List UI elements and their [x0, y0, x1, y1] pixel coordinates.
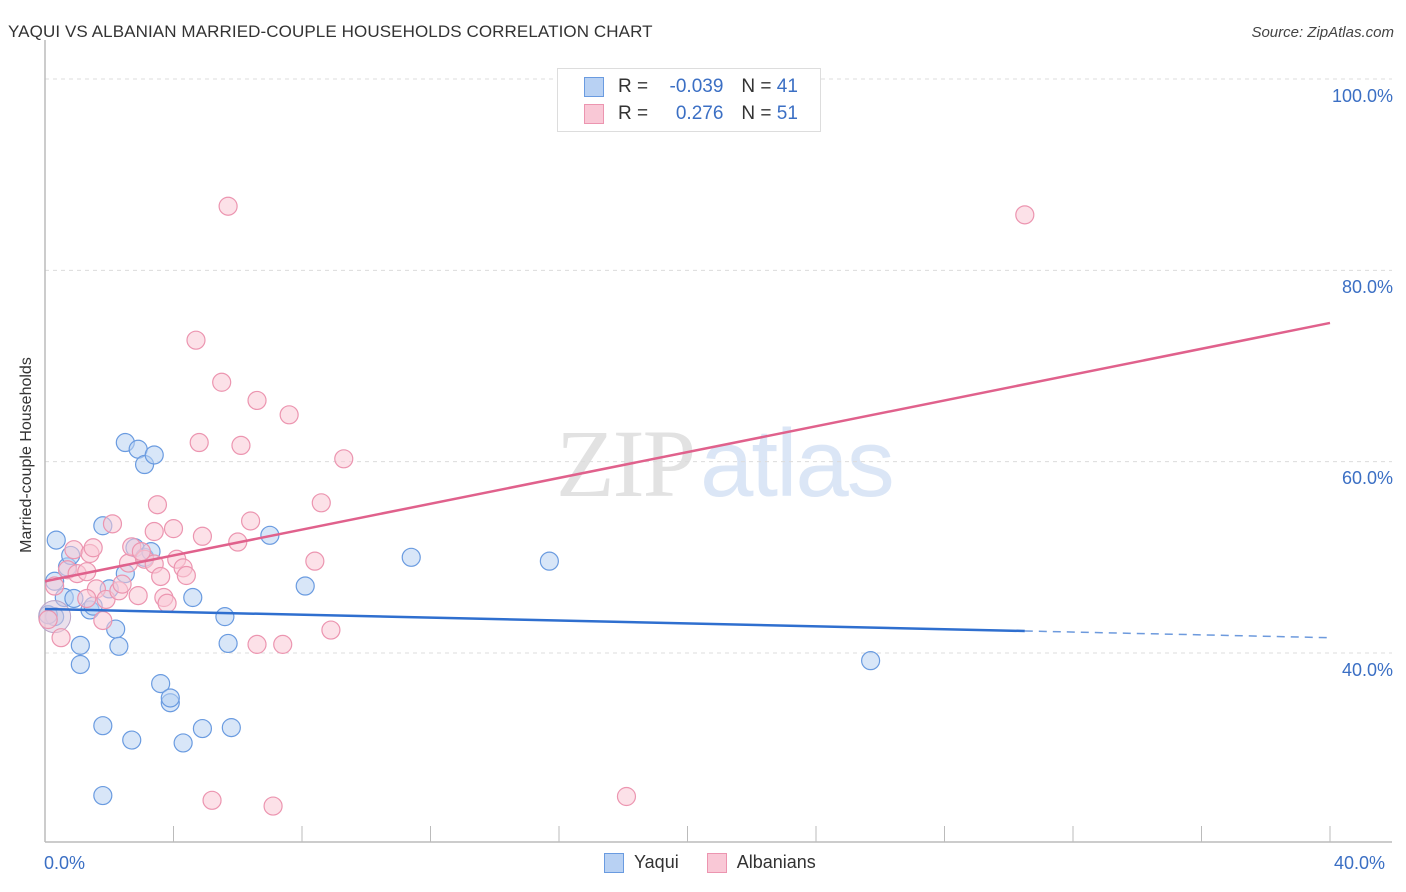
data-point[interactable] [189, 432, 209, 453]
albanian-points [38, 196, 1035, 816]
data-point[interactable] [144, 445, 164, 465]
x-tick-40: 40.0% [1334, 853, 1386, 873]
r-label: R = [618, 76, 649, 97]
r-value-yaqui: -0.039 [669, 76, 724, 97]
n-value-albanians: 51 [776, 103, 798, 124]
data-point[interactable] [401, 547, 421, 567]
data-point[interactable] [247, 390, 267, 411]
zipatlas-watermark: ZIPatlas [556, 408, 895, 519]
data-point[interactable] [131, 541, 151, 562]
albanian-trend-line [44, 321, 1331, 583]
data-point[interactable] [163, 519, 184, 539]
n-label: N = [741, 76, 772, 97]
r-value-albanians: 0.276 [675, 103, 724, 124]
data-point[interactable] [279, 405, 299, 425]
albanian-swatch-icon [584, 104, 604, 124]
yaqui-swatch-icon [584, 77, 604, 97]
data-point[interactable] [241, 511, 261, 531]
data-point[interactable] [305, 551, 325, 571]
data-point[interactable] [202, 790, 222, 810]
data-point[interactable] [93, 785, 113, 806]
data-point[interactable] [83, 538, 103, 558]
data-point[interactable] [295, 576, 315, 596]
data-point[interactable] [173, 733, 193, 753]
series-legend: Yaqui Albanians [604, 852, 844, 873]
legend-label-albanians: Albanians [736, 852, 816, 872]
axes [44, 40, 1392, 843]
x-tick-0: 0.0% [44, 853, 86, 873]
data-point[interactable] [192, 718, 213, 739]
data-point[interactable] [122, 730, 142, 750]
n-label: N = [741, 103, 772, 124]
r-label: R = [618, 103, 649, 124]
data-point[interactable] [151, 674, 171, 694]
data-point[interactable] [321, 620, 341, 640]
data-point[interactable] [247, 634, 267, 654]
data-point[interactable] [77, 588, 97, 609]
data-point[interactable] [212, 372, 232, 392]
data-point[interactable] [861, 651, 881, 671]
data-point[interactable] [157, 593, 177, 613]
data-point[interactable] [45, 576, 65, 596]
data-point[interactable] [273, 634, 293, 654]
data-point[interactable] [183, 587, 203, 608]
data-point[interactable] [144, 521, 164, 542]
data-point[interactable] [186, 330, 206, 350]
correlation-legend: R = -0.039 N = 41 R = 0.276 N = 51 [557, 68, 821, 132]
data-point[interactable] [616, 786, 637, 807]
data-point[interactable] [109, 636, 129, 656]
data-point[interactable] [51, 628, 71, 648]
data-point[interactable] [176, 565, 196, 586]
data-point[interactable] [263, 796, 283, 816]
data-point[interactable] [311, 493, 331, 513]
data-point[interactable] [70, 654, 90, 675]
chart-title: YAQUI VS ALBANIAN MARRIED-COUPLE HOUSEHO… [8, 22, 653, 41]
data-point[interactable] [151, 566, 171, 587]
y-tick-40: 40.0% [1341, 660, 1393, 680]
y-tick-80: 80.0% [1341, 277, 1393, 297]
data-point[interactable] [215, 607, 235, 627]
yaqui-trend-line [44, 607, 1025, 633]
data-point[interactable] [38, 609, 58, 630]
yaqui-swatch-icon [604, 852, 624, 873]
data-point[interactable] [160, 688, 180, 708]
legend-item-albanians[interactable]: Albanians [706, 852, 816, 873]
data-point[interactable] [147, 495, 168, 515]
gridlines [45, 78, 1392, 654]
data-point[interactable] [128, 585, 148, 606]
legend-item-yaqui[interactable]: Yaqui [604, 852, 679, 873]
watermark-atlas: atlas [700, 410, 895, 517]
data-point[interactable] [221, 718, 241, 738]
y-axis-label: Married-couple Households [18, 357, 35, 553]
data-point[interactable] [64, 540, 84, 560]
yaqui-trend-extension [1024, 630, 1331, 639]
y-tick-100: 100.0% [1331, 86, 1393, 106]
data-point[interactable] [93, 610, 113, 631]
data-point[interactable] [231, 435, 251, 456]
trend-lines [44, 321, 1331, 639]
data-point[interactable] [218, 196, 238, 216]
data-point[interactable] [218, 633, 238, 654]
legend-row-albanians: R = 0.276 N = 51 [584, 102, 798, 126]
data-point[interactable] [192, 526, 213, 546]
data-point[interactable] [334, 449, 354, 469]
data-point[interactable] [70, 635, 90, 655]
n-value-yaqui: 41 [776, 76, 798, 97]
data-point[interactable] [1015, 205, 1035, 225]
data-point[interactable] [539, 551, 559, 571]
data-point[interactable] [46, 530, 66, 550]
albanian-swatch-icon [706, 852, 727, 873]
y-tick-60: 60.0% [1341, 468, 1393, 488]
legend-label-yaqui: Yaqui [634, 852, 679, 872]
source-label: Source: ZipAtlas.com [1251, 24, 1394, 41]
legend-row-yaqui: R = -0.039 N = 41 [584, 75, 798, 99]
data-point[interactable] [112, 574, 132, 594]
data-point[interactable] [93, 716, 113, 736]
data-point[interactable] [102, 514, 123, 534]
